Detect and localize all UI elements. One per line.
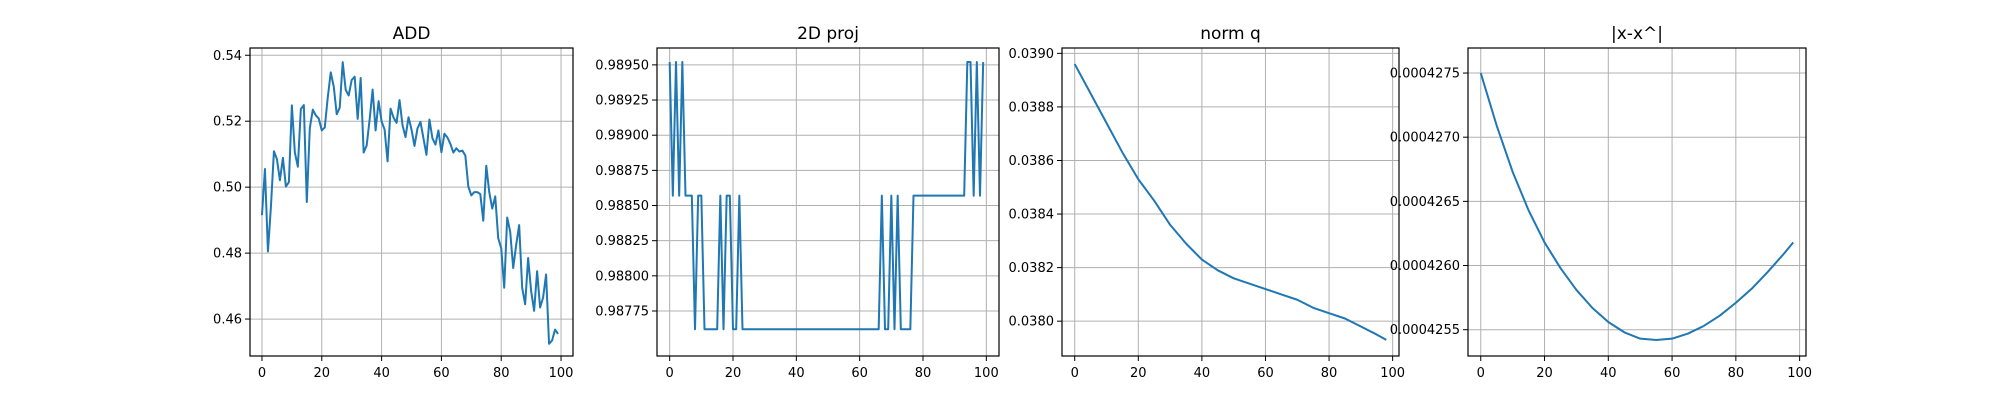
series-line-1 xyxy=(668,61,985,331)
axes-frame xyxy=(249,47,574,357)
x-tick-label: 80 xyxy=(1321,366,1338,381)
subplot-2: 0 20 40 60 80 100 0.98775 0.98800 0.98825 0.98850… xyxy=(595,24,1000,381)
y-tick-label: 0.0004260 xyxy=(1390,259,1460,274)
y-tick-label: 0.98775 xyxy=(595,304,649,319)
y-tick-label: 0.54 xyxy=(213,49,242,64)
x-tick-label: 60 xyxy=(1257,366,1274,381)
y-tick-label: 0.98825 xyxy=(595,234,649,249)
y-tick-label: 0.0004270 xyxy=(1390,131,1460,146)
y-tick-label: 0.0004275 xyxy=(1390,67,1460,82)
axes-frame xyxy=(1061,47,1400,357)
chart-title: ADD xyxy=(393,24,431,44)
subplot-4: 0 20 40 60 80 100 0.0004255 0.0004260 0.0004265 0… xyxy=(1390,24,1812,381)
axes-frame xyxy=(656,47,1000,357)
y-tick-label: 0.0388 xyxy=(1009,100,1055,115)
x-tick-label: 100 xyxy=(1787,366,1812,381)
axes-frame xyxy=(1467,47,1807,357)
y-tick-label: 0.0384 xyxy=(1009,208,1055,223)
x-tick-label: 40 xyxy=(373,366,390,381)
y-tick-label: 0.48 xyxy=(213,247,242,262)
y-tick-label: 0.98925 xyxy=(595,94,649,109)
chart-title: |x-x^| xyxy=(1611,24,1663,44)
series-line-1 xyxy=(1073,63,1387,341)
y-tick-label: 0.0390 xyxy=(1009,47,1055,62)
chart-title: norm q xyxy=(1200,24,1261,44)
y-tick-label: 0.0380 xyxy=(1009,315,1055,330)
subplot-1: 0 20 40 60 80 100 0.46 0.48 0.50 0.52 0.54 ADD xyxy=(213,24,574,381)
x-tick-label: 40 xyxy=(1194,366,1211,381)
y-tick-label: 0.0004255 xyxy=(1390,323,1460,338)
x-tick-label: 40 xyxy=(788,366,805,381)
y-tick-label: 0.0382 xyxy=(1009,261,1055,276)
x-tick-label: 100 xyxy=(1380,366,1405,381)
x-tick-label: 0 xyxy=(1071,366,1079,381)
x-tick-label: 60 xyxy=(851,366,868,381)
x-tick-label: 20 xyxy=(1130,366,1147,381)
y-tick-label: 0.98875 xyxy=(595,164,649,179)
x-tick-label: 80 xyxy=(915,366,932,381)
y-tick-label: 0.0004265 xyxy=(1390,195,1460,210)
x-tick-label: 0 xyxy=(1477,366,1485,381)
x-tick-label: 60 xyxy=(433,366,450,381)
y-tick-label: 0.52 xyxy=(213,115,242,130)
y-tick-label: 0.98800 xyxy=(595,269,649,284)
y-tick-label: 0.46 xyxy=(213,313,242,328)
y-tick-label: 0.98850 xyxy=(595,199,649,214)
y-tick-label: 0.0386 xyxy=(1009,154,1055,169)
y-tick-label: 0.98950 xyxy=(595,58,649,73)
x-tick-label: 100 xyxy=(974,366,999,381)
series-line-1 xyxy=(1479,72,1795,341)
series-line-1 xyxy=(260,61,559,345)
x-tick-label: 20 xyxy=(314,366,331,381)
x-tick-label: 0 xyxy=(258,366,266,381)
x-tick-label: 100 xyxy=(549,366,574,381)
y-tick-label: 0.50 xyxy=(213,181,242,196)
chart-title: 2D proj xyxy=(797,24,859,44)
x-tick-label: 60 xyxy=(1664,366,1681,381)
subplot-3: 0 20 40 60 80 100 0.0380 0.0382 0.0384 0.0386 0.03… xyxy=(1009,24,1406,381)
x-tick-label: 80 xyxy=(493,366,510,381)
y-tick-label: 0.98900 xyxy=(595,129,649,144)
x-tick-label: 0 xyxy=(666,366,674,381)
x-tick-label: 20 xyxy=(725,366,742,381)
x-tick-label: 80 xyxy=(1728,366,1745,381)
x-tick-label: 40 xyxy=(1600,366,1617,381)
x-tick-label: 20 xyxy=(1536,366,1553,381)
